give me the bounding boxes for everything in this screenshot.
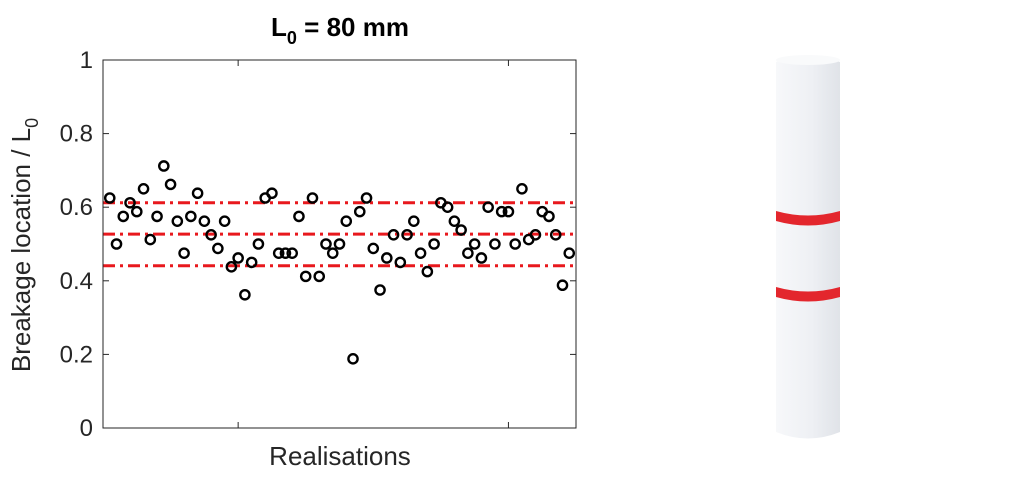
data-point <box>353 205 366 218</box>
data-point <box>306 192 319 204</box>
y-axis-label: Breakage location / L0 <box>6 118 42 372</box>
data-point <box>239 288 251 301</box>
data-point <box>103 192 116 204</box>
data-point <box>387 228 400 241</box>
rod-top-cap <box>776 55 840 65</box>
data-point <box>225 261 238 273</box>
y-axis-label-subscript: 0 <box>22 118 42 128</box>
data-point <box>516 182 528 195</box>
data-point <box>428 238 440 250</box>
data-point <box>130 205 143 218</box>
data-point <box>124 196 136 209</box>
data-point <box>543 210 555 223</box>
data-point <box>360 192 373 204</box>
y-tick-label: 0.4 <box>60 268 93 295</box>
data-point <box>164 178 177 191</box>
data-point <box>340 215 353 227</box>
rod-illustration <box>776 55 840 439</box>
data-point <box>475 252 488 264</box>
data-point <box>198 215 211 227</box>
y-tick-label: 0.8 <box>60 121 93 148</box>
y-tick-label: 1 <box>80 47 93 74</box>
scatter-chart: L0 = 80 mm Breakage location / L0 Realis… <box>6 12 577 471</box>
data-point <box>185 210 197 223</box>
data-point <box>266 187 278 200</box>
data-point <box>144 233 157 246</box>
data-point <box>448 215 461 227</box>
data-point <box>272 247 285 259</box>
data-point <box>549 228 562 241</box>
upper-break-band <box>776 211 840 226</box>
y-tick-label: 0 <box>80 415 93 442</box>
data-point <box>110 238 123 250</box>
data-point <box>313 270 326 283</box>
chart-title-subscript: 0 <box>287 28 297 48</box>
data-point <box>151 210 163 223</box>
data-point <box>137 182 150 195</box>
data-point <box>462 247 474 259</box>
data-point <box>347 353 359 365</box>
data-point <box>380 252 393 264</box>
reference-lines <box>103 201 576 268</box>
data-point <box>455 224 467 236</box>
data-point <box>482 201 494 213</box>
data-point <box>158 160 170 172</box>
data-point <box>367 242 380 255</box>
data-point <box>563 247 576 259</box>
chart-title-main: L <box>271 12 287 42</box>
data-point <box>218 215 231 227</box>
data-point <box>117 210 130 223</box>
data-point <box>279 247 292 259</box>
data-point <box>171 215 184 227</box>
data-point <box>509 238 521 250</box>
data-point <box>502 205 515 218</box>
data-points <box>103 160 576 365</box>
data-point <box>489 238 501 250</box>
data-point <box>232 252 244 264</box>
data-point <box>529 228 542 241</box>
data-point <box>333 238 346 250</box>
data-point <box>205 228 217 241</box>
data-point <box>299 270 312 283</box>
data-point <box>495 205 508 218</box>
data-point <box>374 284 386 296</box>
data-point <box>421 265 434 278</box>
data-point <box>408 215 420 227</box>
y-tick-label: 0.2 <box>60 341 93 368</box>
data-point <box>286 247 299 259</box>
data-point <box>293 210 305 223</box>
y-axis-label-main: Breakage location / L <box>6 128 36 372</box>
data-point <box>468 238 481 250</box>
data-point <box>556 279 569 292</box>
data-point <box>212 242 224 255</box>
chart-title: L0 = 80 mm <box>271 12 409 48</box>
plot-frame <box>102 59 577 429</box>
y-tick-label: 0.6 <box>60 194 93 221</box>
data-point <box>245 256 258 269</box>
data-point <box>394 256 407 269</box>
data-point <box>326 247 339 259</box>
data-point <box>414 247 427 259</box>
data-point <box>401 228 413 241</box>
data-point <box>178 247 190 259</box>
data-point <box>441 201 454 213</box>
rod-body <box>776 57 840 439</box>
data-point <box>191 187 204 200</box>
data-point <box>252 238 265 250</box>
lower-break-band <box>776 287 840 302</box>
axis-ticks: 0 0.2 0.4 0.6 0.8 1 <box>60 47 576 442</box>
data-point <box>320 238 332 250</box>
chart-title-rest: = 80 mm <box>297 12 409 42</box>
x-axis-label: Realisations <box>269 441 411 471</box>
